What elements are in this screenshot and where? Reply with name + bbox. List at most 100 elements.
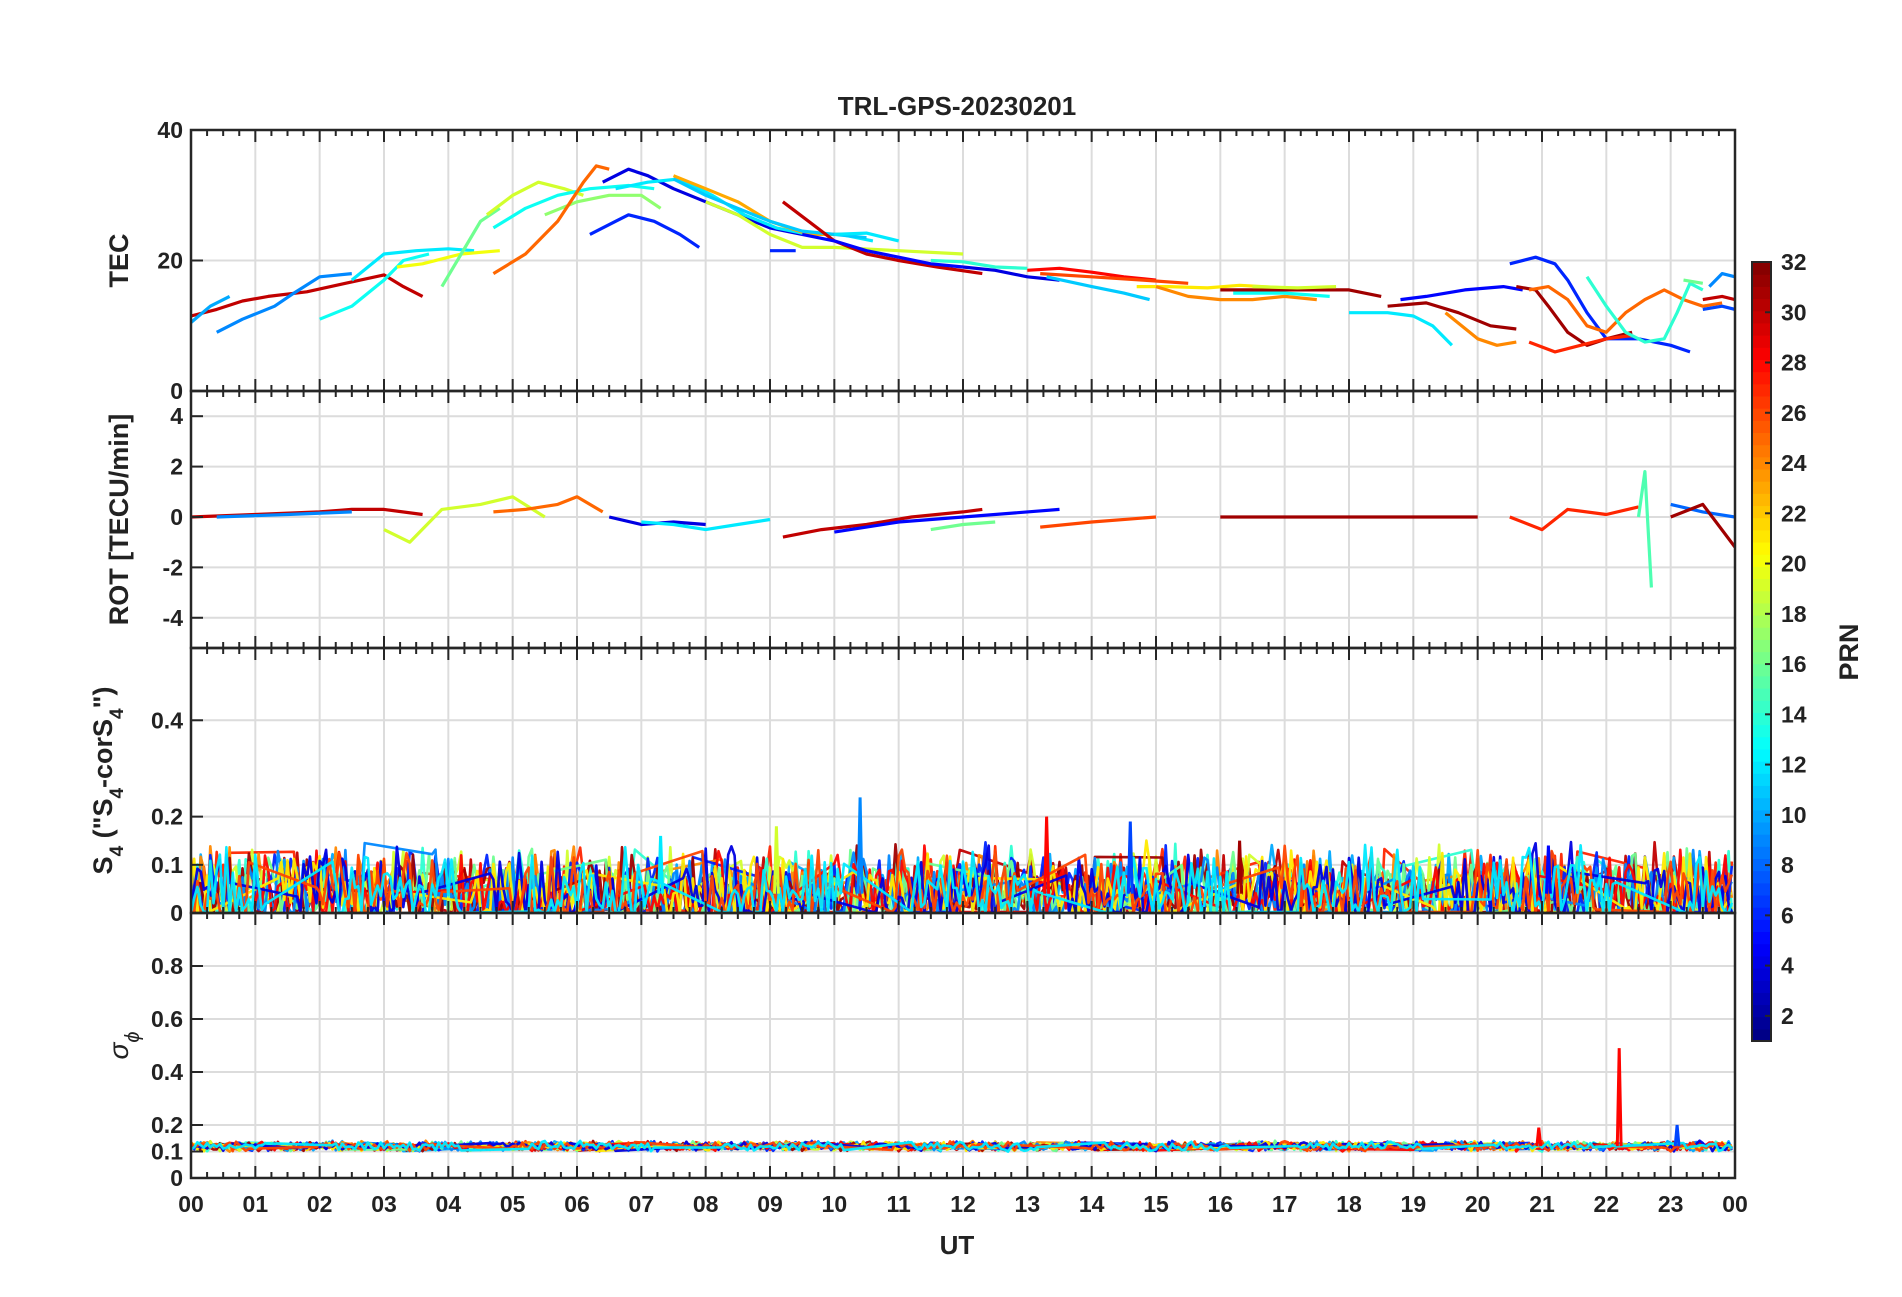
y-axis-label-part: -corS [88, 719, 118, 788]
colorbar-step [1752, 724, 1771, 738]
colorbar-step [1752, 322, 1771, 336]
series-line-prn-10 [191, 294, 231, 324]
x-tick-label: 06 [564, 1191, 590, 1217]
series-line-prn-30 [1702, 294, 1735, 302]
colorbar-tick-label: 30 [1781, 299, 1807, 325]
y-tick-label: 0 [170, 1165, 183, 1191]
x-tick-label: 03 [371, 1191, 397, 1217]
colorbar-step [1752, 870, 1771, 884]
series-line-prn-16 [930, 520, 996, 532]
series-line-prn-11 [1046, 275, 1150, 302]
colorbar-step [1752, 967, 1771, 981]
series-line-prn-23 [672, 174, 848, 236]
colorbar-step [1752, 481, 1771, 494]
spike-prn-5 [1545, 845, 1552, 894]
y-axis-label-part: 4 [107, 708, 128, 719]
series-line-prn-20 [396, 249, 500, 269]
x-tick-label: 13 [1015, 1191, 1041, 1217]
colorbar-tick-label: 24 [1781, 450, 1807, 476]
colorbar-step [1752, 274, 1771, 287]
spike-prn-19 [773, 826, 780, 894]
x-axis-label: UT [940, 1230, 975, 1260]
x-tick-label: 16 [1208, 1191, 1234, 1217]
colorbar-step [1752, 1004, 1771, 1018]
colorbar-step [1752, 955, 1771, 969]
colorbar-step [1752, 420, 1771, 433]
y-tick-label: 0.4 [151, 707, 183, 733]
panel-s4: 00.10.20.4S4 ("S4-corS4") [88, 646, 1737, 926]
panel-tec: 0 20 40 TEC [104, 117, 1737, 404]
colorbar-tick-label: 12 [1781, 752, 1807, 778]
panel-rot: -4 -2 0 2 4 ROT [TECU/min] [104, 389, 1737, 650]
series-line-prn-31 [1220, 288, 1382, 298]
panel-data [191, 1048, 1733, 1153]
colorbar-step [1752, 785, 1771, 799]
series-line-prn-16 [440, 206, 501, 288]
y-axis-label-part: ") [88, 687, 118, 709]
colorbar-step [1752, 773, 1771, 786]
series-line-prn-12 [1349, 311, 1454, 347]
colorbar-step [1752, 748, 1771, 762]
colorbar-step [1752, 262, 1771, 275]
colorbar-tick-label: 18 [1781, 601, 1807, 627]
colorbar-step [1752, 797, 1771, 811]
x-tick-label: 21 [1529, 1191, 1555, 1217]
y-tick-label: 0.4 [151, 1059, 183, 1085]
x-tick-label: 19 [1401, 1191, 1427, 1217]
series-line-prn-4 [601, 167, 803, 236]
series-line-prn-5 [801, 232, 964, 269]
colorbar-step [1752, 566, 1771, 580]
y-axis-label-part: 4 [107, 845, 128, 856]
series-line-prn-9 [216, 510, 352, 519]
x-tick-label: 23 [1658, 1191, 1684, 1217]
colorbar-step [1752, 335, 1771, 348]
y-tick-label: 2 [170, 454, 183, 480]
colorbar-step [1752, 712, 1771, 726]
colorbar-step [1752, 992, 1771, 1006]
panel-data [191, 797, 1734, 913]
panel-data [191, 164, 1735, 354]
colorbar-step [1752, 468, 1771, 482]
colorbar-tick-label: 20 [1781, 551, 1807, 577]
colorbar-step [1752, 359, 1771, 373]
series-line-prn-14 [930, 258, 1028, 270]
colorbar-step [1752, 298, 1771, 312]
colorbar-step [1752, 846, 1771, 860]
series-line-prn-8 [1670, 502, 1735, 519]
colorbar-step [1752, 1028, 1771, 1042]
y-axis-label: S4 ("S4-corS4") [88, 687, 128, 875]
colorbar-step [1752, 809, 1771, 823]
x-tick-label: 00 [178, 1191, 204, 1217]
colorbar-step [1752, 663, 1771, 677]
series-line-prn-27 [1509, 505, 1639, 532]
panel-sigma_phi: 00.10.2 0.4 0.6 0.8 σϕ [103, 911, 1737, 1191]
y-axis-label: TEC [104, 234, 134, 288]
colorbar-step [1752, 578, 1771, 592]
series-line-prn-7 [1702, 304, 1735, 311]
series-line-prn-13 [1233, 291, 1330, 298]
y-tick-label: 4 [170, 403, 183, 429]
y-tick-label: 0 [170, 504, 183, 530]
x-tick-label: 10 [822, 1191, 848, 1217]
noise-line-prn-26 [191, 844, 1734, 913]
y-axis-label: σϕ [103, 1031, 144, 1059]
colorbar-step [1752, 834, 1771, 847]
series-line-prn-6 [589, 213, 701, 249]
series-line-prn-30 [191, 273, 424, 318]
series-line-prn-4 [962, 265, 1060, 282]
x-tick-label: 00 [1722, 1191, 1748, 1217]
colorbar-step [1752, 627, 1771, 640]
colorbar-tick-label: 8 [1781, 852, 1794, 878]
colorbar-frame [1751, 261, 1772, 1042]
spike-prn-31 [1236, 840, 1244, 894]
series-line-prn-14 [1585, 275, 1704, 344]
chart-title: TRL-GPS-20230201 [838, 91, 1076, 121]
series-line-prn-19 [705, 200, 964, 256]
colorbar-tick-label: 26 [1781, 400, 1807, 426]
y-tick-label: 0.1 [151, 852, 183, 878]
series-line-prn-13 [319, 252, 430, 321]
series-line-prn-15 [1636, 470, 1653, 588]
colorbar-step [1752, 675, 1771, 689]
series-line-prn-31 [1670, 502, 1735, 549]
